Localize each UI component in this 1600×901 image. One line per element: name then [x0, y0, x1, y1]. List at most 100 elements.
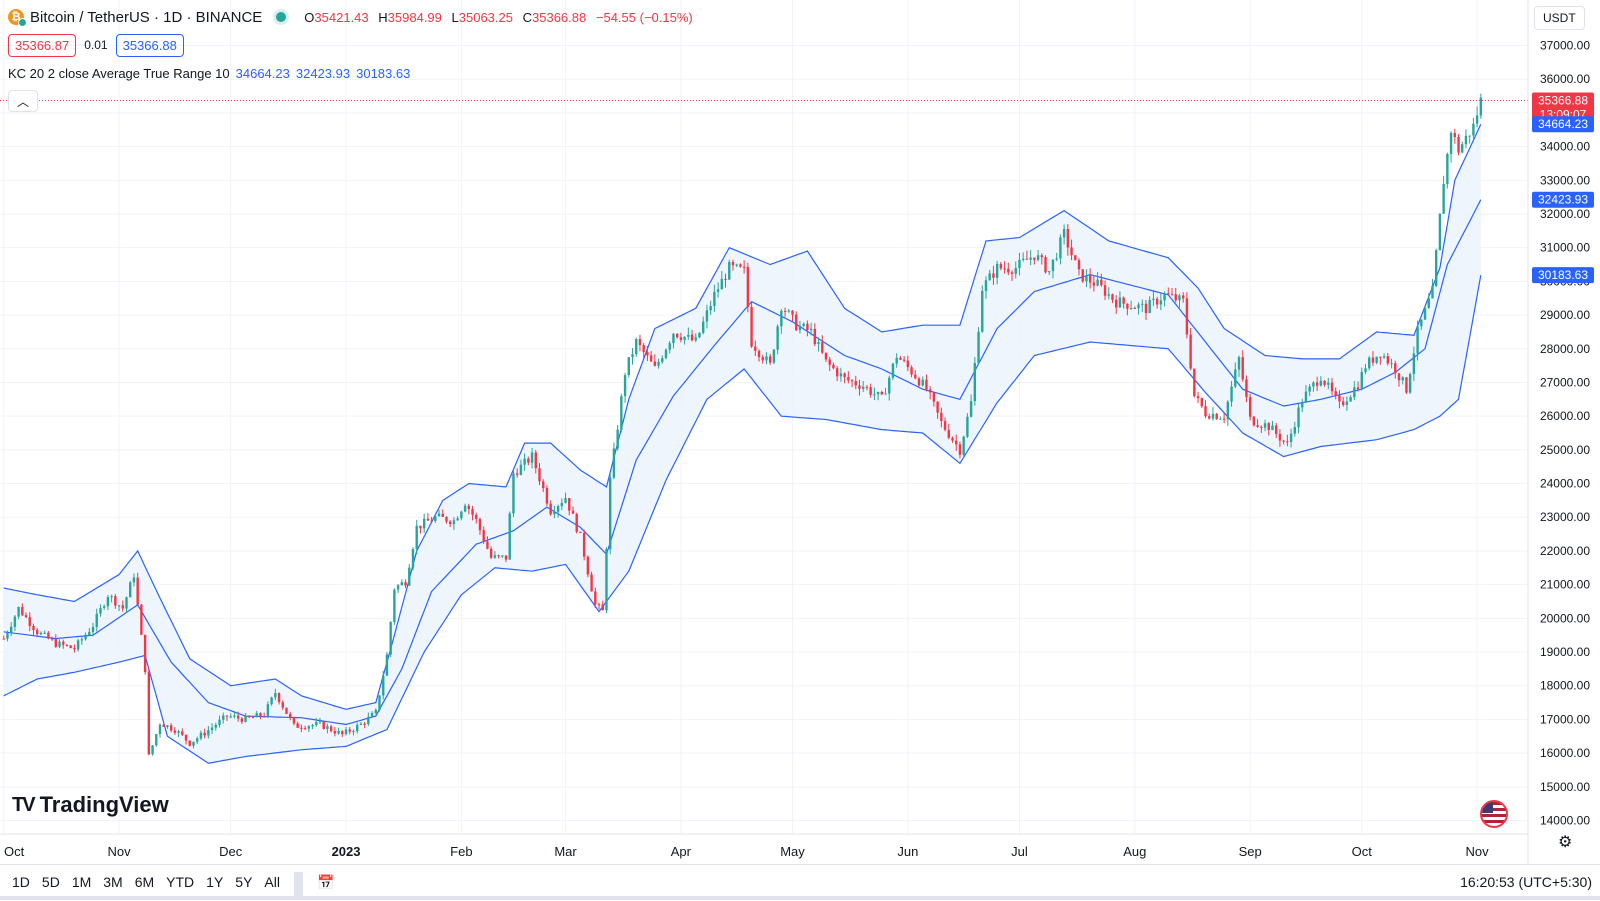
candle: [515, 468, 519, 478]
candle: [951, 436, 954, 443]
calendar-icon[interactable]: 📅: [316, 874, 335, 890]
candle: [199, 730, 203, 741]
candle: [739, 263, 742, 268]
candle: [1170, 288, 1174, 296]
candle: [649, 350, 653, 362]
candle: [1394, 360, 1397, 379]
candle: [932, 391, 936, 407]
candle: [1446, 152, 1449, 189]
candle: [687, 327, 690, 340]
buy-button[interactable]: 35366.88: [115, 33, 184, 57]
indicator-upper-value: 34664.23: [235, 65, 290, 81]
candle: [155, 733, 158, 747]
range-6m-button[interactable]: 6M: [134, 874, 155, 890]
candle: [251, 715, 255, 719]
candle: [1062, 224, 1066, 245]
candle: [385, 651, 389, 676]
candle: [1405, 376, 1408, 395]
candle: [690, 329, 694, 342]
candle: [623, 372, 627, 403]
candle: [914, 370, 917, 380]
candle: [341, 730, 344, 738]
tradingview-watermark[interactable]: TV TradingView: [12, 792, 169, 818]
candle: [824, 352, 828, 362]
range-all-button[interactable]: All: [264, 874, 280, 890]
y-tick-label: 23000.00: [1540, 510, 1590, 524]
range-3m-button[interactable]: 3M: [103, 874, 123, 890]
candle: [999, 262, 1003, 271]
candle: [1408, 372, 1412, 395]
candle: [1271, 420, 1274, 431]
x-axis-ticks[interactable]: Oct Nov Dec 2023 Feb Mar Apr May Jun Jul Aug Sep Oct…: [4, 844, 1489, 859]
y-tick-label: 14000.00: [1540, 814, 1590, 828]
candle: [501, 555, 504, 559]
candle: [545, 485, 549, 507]
range-5d-button[interactable]: 5D: [41, 874, 60, 890]
candle: [534, 449, 537, 474]
symbol-title[interactable]: Bitcoin / TetherUS · 1D · BINANCE: [30, 8, 263, 26]
candle: [728, 259, 731, 281]
sell-button[interactable]: 35366.87: [8, 33, 77, 57]
candle: [2, 635, 5, 640]
candle: [869, 383, 872, 398]
candle: [519, 459, 523, 476]
candle: [850, 379, 854, 388]
candle: [1230, 380, 1233, 407]
candle: [1152, 291, 1155, 306]
collapse-legend-button[interactable]: ︿: [8, 90, 38, 112]
candle: [795, 311, 798, 332]
candle: [757, 349, 761, 362]
range-1y-button[interactable]: 1Y: [206, 874, 224, 890]
us-flag-icon[interactable]: [1480, 800, 1508, 828]
candle: [1144, 300, 1148, 321]
currency-selector[interactable]: USDT: [1534, 6, 1585, 30]
candle: [1100, 273, 1103, 287]
candle: [1200, 397, 1203, 409]
candle: [1222, 412, 1226, 424]
candle: [445, 516, 448, 524]
watermark-text: TradingView: [39, 792, 169, 817]
candle: [140, 603, 143, 636]
range-5y-button[interactable]: 5Y: [235, 874, 253, 890]
candle: [173, 727, 177, 735]
y-tick-label: 31000.00: [1540, 241, 1590, 255]
candle: [486, 536, 489, 550]
candle: [1204, 400, 1207, 419]
range-ytd-button[interactable]: YTD: [166, 874, 195, 890]
candle: [1472, 117, 1475, 142]
candle: [981, 285, 984, 333]
range-1m-button[interactable]: 1M: [71, 874, 92, 890]
candle: [1163, 291, 1166, 307]
gear-icon[interactable]: ⚙: [1558, 834, 1573, 851]
y-axis-ticks[interactable]: 37000.0036000.0035000.0034000.0033000.00…: [1540, 38, 1590, 827]
candle: [80, 636, 84, 645]
candle: [1345, 396, 1349, 411]
keltner-band-fill: [3, 124, 1481, 764]
candle: [352, 729, 355, 736]
candle: [969, 394, 973, 418]
candle: [292, 717, 296, 726]
candle: [1468, 135, 1471, 144]
candle: [1010, 270, 1014, 281]
candle: [344, 726, 348, 736]
candle: [1211, 407, 1215, 421]
candle: [404, 579, 407, 589]
candle: [530, 447, 534, 469]
candle: [367, 712, 370, 727]
candle: [1245, 375, 1248, 403]
candle: [355, 722, 359, 734]
candle: [746, 262, 750, 313]
candle: [1382, 353, 1386, 359]
candle: [1051, 259, 1055, 279]
candle: [430, 516, 433, 522]
candle: [809, 322, 813, 336]
candle: [1293, 421, 1297, 437]
candle: [259, 712, 262, 720]
indicator-legend[interactable]: KC 20 2 close Average True Range 10 3466…: [8, 62, 699, 84]
range-1d-button[interactable]: 1D: [12, 874, 30, 890]
candle: [936, 401, 939, 419]
clock-timezone[interactable]: 16:20:53 (UTC+5:30): [1460, 874, 1592, 890]
candle: [289, 711, 292, 721]
market-status-icon[interactable]: [276, 12, 287, 22]
